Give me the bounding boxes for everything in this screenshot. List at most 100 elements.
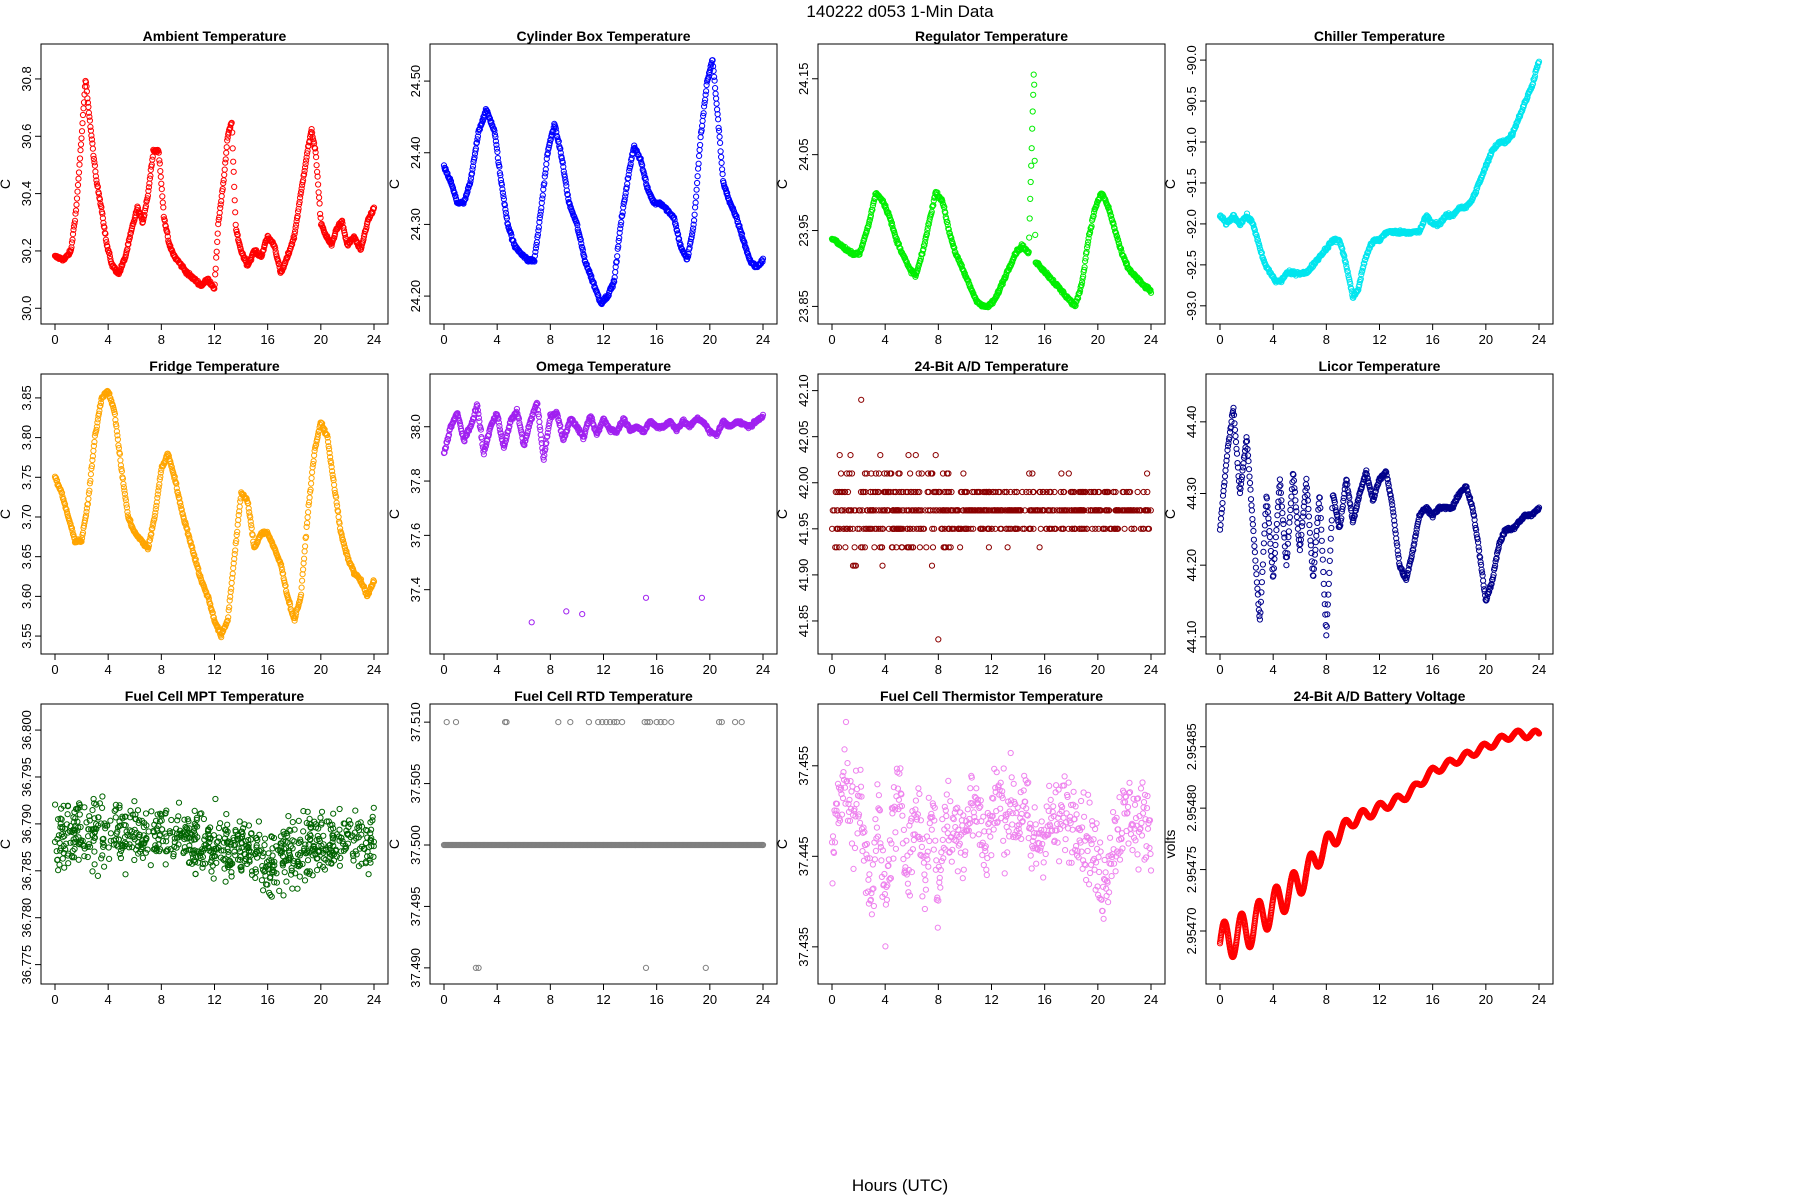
data-point	[546, 139, 553, 147]
data-point	[929, 544, 937, 551]
data-point	[76, 155, 84, 162]
data-point	[479, 117, 486, 125]
data-point	[1221, 473, 1229, 480]
y-tick-label: -92.0	[1184, 209, 1199, 239]
data-point	[90, 152, 97, 159]
data-point	[620, 200, 627, 207]
data-point	[474, 133, 481, 140]
data-point	[1246, 473, 1253, 480]
data-point	[559, 159, 566, 166]
data-point	[1232, 438, 1240, 446]
x-tick-label: 8	[1323, 662, 1330, 677]
data-point	[296, 198, 303, 206]
data-point	[299, 577, 306, 584]
data-point	[1250, 536, 1258, 543]
data-point	[228, 579, 235, 587]
data-point	[689, 228, 696, 235]
data-point	[229, 145, 236, 152]
data-point	[213, 248, 220, 255]
data-point	[715, 124, 722, 132]
data-point	[1247, 496, 1255, 503]
y-tick-label: 24.30	[408, 208, 423, 241]
x-tick-label: 0	[51, 332, 58, 347]
data-point	[691, 217, 698, 224]
data-point	[699, 117, 706, 125]
data-point	[690, 221, 697, 228]
data-point	[538, 205, 545, 212]
y-tick-label: 44.20	[1184, 549, 1199, 582]
data-point	[711, 73, 718, 81]
x-tick-label: 4	[494, 662, 501, 677]
data-point	[544, 150, 551, 157]
data-point	[92, 173, 100, 180]
data-point	[72, 210, 79, 217]
data-point	[1250, 527, 1257, 535]
data-point	[871, 544, 878, 551]
data-point	[80, 99, 88, 106]
data-point	[291, 230, 298, 237]
data-point	[536, 219, 543, 226]
data-point	[701, 99, 708, 107]
data-point	[605, 292, 612, 299]
data-point	[869, 206, 876, 213]
data-point	[74, 181, 82, 189]
data-points	[829, 396, 1154, 643]
data-point	[837, 470, 845, 477]
data-point	[642, 174, 649, 181]
data-point	[957, 544, 964, 551]
y-tick-label: -90.0	[1184, 45, 1199, 75]
data-point	[156, 157, 163, 164]
data-point	[708, 60, 715, 67]
x-tick-label: 8	[1323, 332, 1330, 347]
data-point	[142, 203, 149, 210]
data-point	[339, 217, 346, 224]
data-point	[1245, 458, 1252, 465]
data-points	[1216, 58, 1543, 301]
data-point	[718, 153, 725, 161]
data-point	[488, 118, 495, 125]
data-point	[489, 122, 496, 129]
data-point	[214, 230, 221, 237]
data-point	[905, 452, 912, 459]
plot-frame	[817, 373, 1166, 655]
data-point	[102, 236, 110, 243]
data-point	[1266, 533, 1274, 541]
data-point	[221, 166, 228, 173]
data-point	[313, 162, 320, 169]
data-point	[99, 210, 106, 217]
x-tick-label: 12	[596, 662, 610, 677]
data-point	[218, 198, 225, 205]
data-point	[907, 470, 914, 477]
data-point	[500, 193, 507, 200]
data-point	[486, 115, 493, 122]
data-point	[85, 495, 92, 502]
y-tick-label: 37.8	[408, 468, 423, 493]
data-point	[95, 190, 103, 197]
data-point	[690, 225, 697, 232]
data-point	[75, 169, 83, 176]
data-point	[701, 103, 708, 110]
data-point	[714, 106, 721, 113]
data-point	[918, 470, 925, 477]
data-point	[504, 221, 511, 228]
x-tick-label: 8	[547, 332, 554, 347]
data-point	[625, 171, 632, 178]
x-tick-label: 20	[314, 332, 328, 347]
data-point	[617, 225, 624, 232]
data-point	[232, 209, 239, 216]
x-tick-label: 4	[105, 332, 112, 347]
data-point	[528, 619, 535, 626]
y-axis-label: C	[386, 179, 402, 189]
data-point	[672, 220, 679, 227]
data-point	[534, 234, 541, 241]
data-point	[707, 66, 714, 74]
x-tick-label: 24	[756, 332, 770, 347]
data-point	[502, 206, 509, 213]
data-point	[923, 230, 931, 237]
y-axis-label: C	[1162, 179, 1178, 189]
data-point	[671, 214, 678, 221]
data-point	[156, 160, 163, 167]
data-point	[227, 593, 234, 600]
